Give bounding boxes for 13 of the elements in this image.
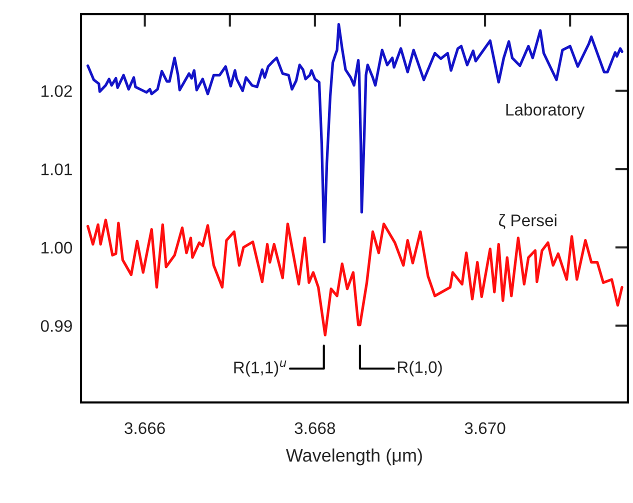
series-label: Laboratory: [506, 103, 585, 119]
y-tick-label: 1.00: [42, 242, 72, 254]
annotation: R(1,0): [398, 360, 442, 376]
annotation: R(1,1)$^{u}$: [234, 360, 286, 377]
x-tick-label: 3.670: [464, 422, 506, 434]
x-tick-label: 3.668: [294, 422, 336, 434]
x-axis-title: Wavelength (μm): [286, 448, 422, 466]
x-tick-label: 3.666: [124, 422, 165, 434]
y-tick-label: 1.01: [42, 164, 72, 176]
series-label: ζ Persei: [498, 214, 556, 230]
y-tick-label: 0.99: [40, 320, 72, 332]
line-series: [86, 22, 624, 244]
y-tick-label: 1.02: [42, 85, 72, 98]
